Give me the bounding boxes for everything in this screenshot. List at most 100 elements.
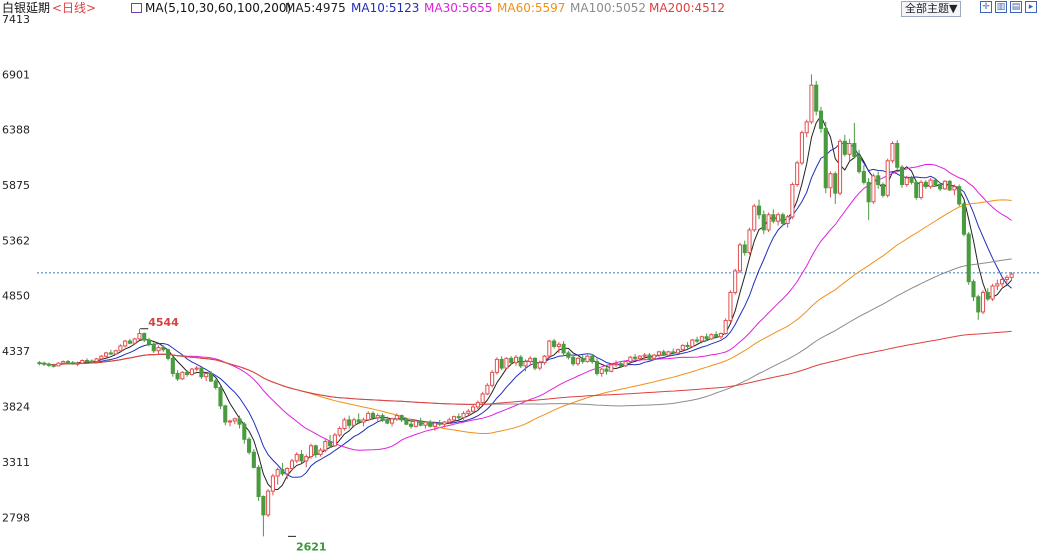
candle [142,332,147,343]
candle [733,268,738,295]
y-tick-label: 6901 [2,68,30,81]
arrow-icon[interactable]: ▸ [1025,1,1037,13]
candle [108,349,113,356]
candle [213,378,218,390]
candle [46,362,51,367]
candle-body [852,142,857,157]
candle [113,349,118,356]
candle-body [652,354,657,359]
candle [909,175,914,185]
candle [1004,275,1009,283]
candle-body [118,345,123,352]
candle [247,437,252,455]
candle-body [542,355,547,364]
period-selector[interactable]: <日线> [52,1,97,15]
candle [37,361,42,366]
candle [571,355,576,366]
ma-icon[interactable] [131,3,142,13]
candle [118,344,123,352]
candle [451,415,457,423]
candle-body [776,214,781,222]
candle-body [156,347,161,352]
candle-body [771,214,776,222]
candle [432,422,437,431]
candle-body [780,214,785,224]
candle [833,171,838,204]
ma-line-ma200 [39,330,1012,405]
candle [675,348,681,355]
candle [261,495,266,537]
candle-body [442,421,447,425]
candle-body [714,334,719,338]
candle-body [985,291,990,300]
candle-body [523,361,528,367]
candle-body [623,361,628,367]
candle-body [137,333,142,340]
symbol-name[interactable]: 白银延期 [2,1,51,15]
grid-icon[interactable]: ▤ [1010,1,1022,13]
crosshair-icon[interactable]: ✛ [980,1,992,13]
candle-body [723,320,728,335]
candle-body [590,355,595,363]
candle-body [480,393,485,404]
candle [304,454,309,468]
candle [394,413,399,421]
candle-body [680,344,685,351]
candle [938,182,943,191]
candle [566,350,571,360]
layout-icon[interactable]: ▥ [995,1,1007,13]
candle [194,365,199,372]
y-tick-label: 7413 [2,13,30,26]
candle-body [232,418,237,422]
candle [480,391,485,405]
ma5-value: MA5:4975 [285,1,346,15]
candle [971,279,976,302]
candle-body [871,175,876,203]
candle-body [766,214,771,231]
candle [995,279,1000,291]
candle-body [337,428,342,436]
candle-body [46,363,51,366]
candle [747,227,752,255]
candle-body [423,421,428,426]
candle [699,335,704,344]
candle-body [842,140,847,155]
candle [65,359,71,364]
y-tick-label: 5875 [2,179,30,192]
candle [590,354,595,364]
candle [614,360,619,367]
candle [690,338,695,348]
candle-body [218,386,223,407]
candle-body [833,173,838,194]
candle-body [647,354,652,359]
candle-body [785,216,790,224]
candle-body [752,205,757,231]
candle [852,122,857,159]
candle-body [80,359,85,364]
theme-dropdown-button[interactable]: 全部主题▼ [901,1,962,17]
candle-body [933,179,938,186]
ma-params[interactable]: MA(5,10,30,60,100,200) [145,1,292,15]
candle-body [857,155,862,173]
candle [51,363,56,368]
candle-body [756,205,762,216]
candle [928,178,933,189]
candle-body [270,475,275,492]
candle-body [180,371,185,380]
candle-body [409,423,414,427]
candle [156,345,161,355]
candle-body [938,184,943,190]
candle-body [675,349,681,354]
candle [876,171,881,189]
candle [880,182,885,198]
candle [728,290,733,323]
y-tick-label: 3311 [2,456,30,469]
candle-body [256,466,261,498]
candle [823,121,828,194]
candle-body [899,166,905,186]
candle [84,358,90,363]
candle [499,356,504,371]
candle [899,165,905,188]
candle-body [971,281,976,298]
